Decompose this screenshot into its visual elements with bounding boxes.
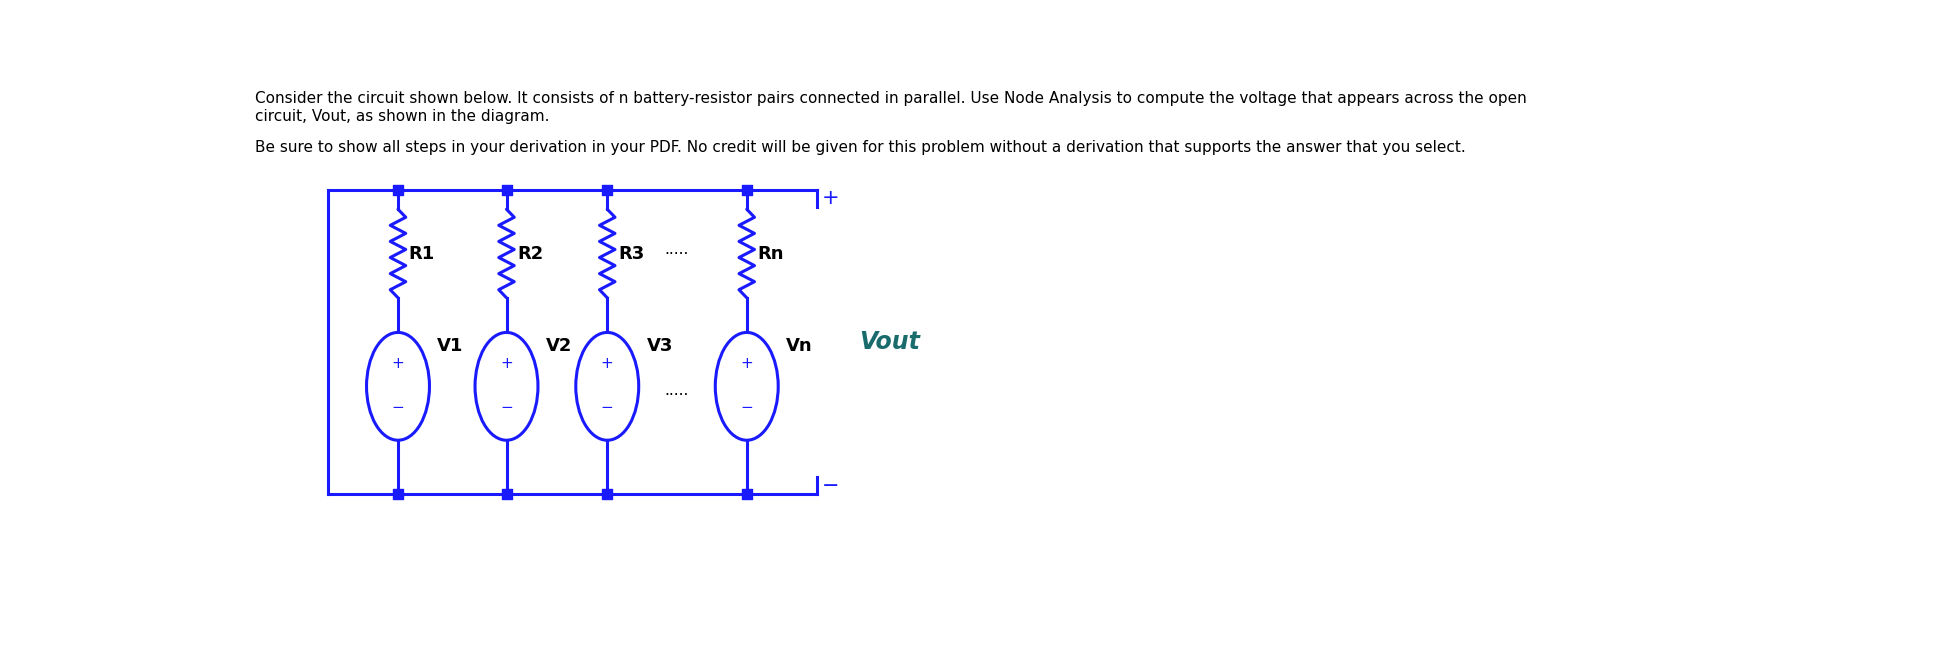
Text: .....: .....	[665, 242, 690, 257]
Text: R3: R3	[618, 245, 643, 263]
Text: −: −	[391, 401, 404, 415]
Text: .....: .....	[665, 382, 690, 398]
Point	[591, 489, 622, 499]
Text: Rn: Rn	[758, 245, 783, 263]
Text: +: +	[822, 188, 840, 208]
Text: V3: V3	[647, 337, 673, 355]
Point	[492, 489, 523, 499]
Text: Be sure to show all steps in your derivation in your PDF. No credit will be give: Be sure to show all steps in your deriva…	[255, 140, 1466, 155]
Point	[591, 185, 622, 196]
Text: −: −	[822, 476, 840, 496]
Text: R2: R2	[517, 245, 544, 263]
Point	[731, 185, 762, 196]
Text: R1: R1	[408, 245, 435, 263]
Text: −: −	[741, 401, 752, 415]
Text: Vout: Vout	[859, 330, 920, 354]
Text: −: −	[500, 401, 513, 415]
Text: +: +	[601, 356, 614, 371]
Text: +: +	[500, 356, 513, 371]
Text: Consider the circuit shown below. It consists of n battery-resistor pairs connec: Consider the circuit shown below. It con…	[255, 91, 1526, 106]
Text: +: +	[741, 356, 752, 371]
Text: +: +	[391, 356, 404, 371]
Point	[383, 185, 414, 196]
Text: V1: V1	[437, 337, 463, 355]
Text: Vn: Vn	[785, 337, 813, 355]
Text: −: −	[601, 401, 614, 415]
Text: circuit, Vout, as shown in the diagram.: circuit, Vout, as shown in the diagram.	[255, 109, 548, 124]
Point	[492, 185, 523, 196]
Point	[731, 489, 762, 499]
Point	[383, 489, 414, 499]
Text: V2: V2	[546, 337, 572, 355]
